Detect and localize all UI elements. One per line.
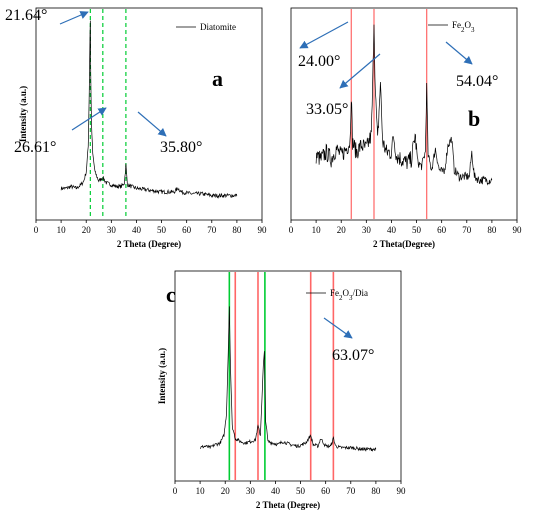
series-line bbox=[315, 24, 493, 186]
plot-frame bbox=[174, 270, 402, 482]
peak-annotation: 54.04° bbox=[456, 73, 498, 90]
legend-label: Diatomite bbox=[200, 22, 236, 32]
x-tick-label: 50 bbox=[157, 225, 167, 235]
peak-annotation: 26.61° bbox=[14, 139, 56, 156]
annotation-arrow bbox=[59, 11, 89, 25]
x-axis-label: 2 Theta(Degree) bbox=[373, 239, 435, 249]
y-axis-label: Intensity (a.u.) bbox=[18, 86, 28, 142]
x-tick-label: 10 bbox=[312, 225, 322, 235]
x-tick-label: 0 bbox=[173, 486, 178, 496]
plot-frame bbox=[290, 7, 518, 221]
x-tick-label: 10 bbox=[57, 225, 67, 235]
series-line bbox=[200, 306, 377, 452]
series-line bbox=[60, 20, 238, 199]
x-tick-label: 80 bbox=[232, 225, 242, 235]
peak-annotation: 21.64° bbox=[5, 7, 47, 24]
peak-annotation: 63.07° bbox=[332, 347, 374, 364]
panel-label: b bbox=[468, 106, 480, 131]
x-tick-label: 30 bbox=[246, 486, 256, 496]
peak-annotation: 24.00° bbox=[298, 53, 340, 70]
x-tick-label: 20 bbox=[221, 486, 231, 496]
legend-label: Fe2O3/Dia bbox=[330, 288, 368, 302]
peak-annotation: 35.80° bbox=[160, 139, 202, 156]
peak-annotation: 33.05° bbox=[306, 101, 348, 118]
annotation-arrow bbox=[71, 107, 107, 131]
x-tick-label: 30 bbox=[107, 225, 117, 235]
plot-frame bbox=[35, 7, 263, 221]
x-axis-label: 2 Theta (Degree) bbox=[117, 239, 181, 249]
x-tick-label: 60 bbox=[321, 486, 331, 496]
x-tick-label: 60 bbox=[182, 225, 192, 235]
x-axis-label: 2 Theta (Degree) bbox=[256, 500, 320, 510]
x-tick-label: 70 bbox=[462, 225, 472, 235]
x-tick-label: 40 bbox=[271, 486, 281, 496]
y-axis-label: Intensity (a.u.) bbox=[157, 348, 167, 404]
annotation-arrow bbox=[137, 111, 167, 137]
x-tick-label: 50 bbox=[412, 225, 422, 235]
annotation-arrow bbox=[299, 21, 349, 49]
x-tick-label: 20 bbox=[82, 225, 92, 235]
chart-panel-a: 0 10 20 30 40 50 60 70 80 90 2 Theta (Degree) Inten… bbox=[5, 7, 267, 249]
x-tick-label: 30 bbox=[362, 225, 372, 235]
x-tick-label: 80 bbox=[487, 225, 497, 235]
x-tick-label: 90 bbox=[397, 486, 407, 496]
x-tick-label: 40 bbox=[132, 225, 142, 235]
legend-label: Fe2O3 bbox=[452, 20, 475, 34]
x-tick-label: 60 bbox=[437, 225, 447, 235]
x-tick-label: 50 bbox=[296, 486, 306, 496]
x-tick-label: 90 bbox=[513, 225, 523, 235]
chart-panel-b: 0 10 20 30 40 50 60 70 80 90 2 Theta(Degree) Fe2O3 b… bbox=[289, 7, 523, 249]
x-tick-label: 20 bbox=[337, 225, 347, 235]
x-tick-label: 70 bbox=[207, 225, 217, 235]
x-tick-label: 70 bbox=[346, 486, 356, 496]
chart-panel-c: 0 10 20 30 40 50 60 70 80 90 2 Theta (Degree) Inten… bbox=[157, 270, 407, 510]
x-tick-label: 90 bbox=[258, 225, 268, 235]
panel-label: c bbox=[166, 282, 176, 307]
annotation-arrow bbox=[339, 53, 381, 89]
annotation-arrow bbox=[323, 317, 353, 339]
annotation-arrow bbox=[445, 41, 473, 65]
panel-label: a bbox=[212, 66, 223, 91]
x-tick-label: 40 bbox=[387, 225, 397, 235]
x-tick-label: 10 bbox=[196, 486, 206, 496]
x-tick-label: 0 bbox=[34, 225, 39, 235]
x-tick-label: 0 bbox=[289, 225, 294, 235]
x-tick-label: 80 bbox=[371, 486, 381, 496]
